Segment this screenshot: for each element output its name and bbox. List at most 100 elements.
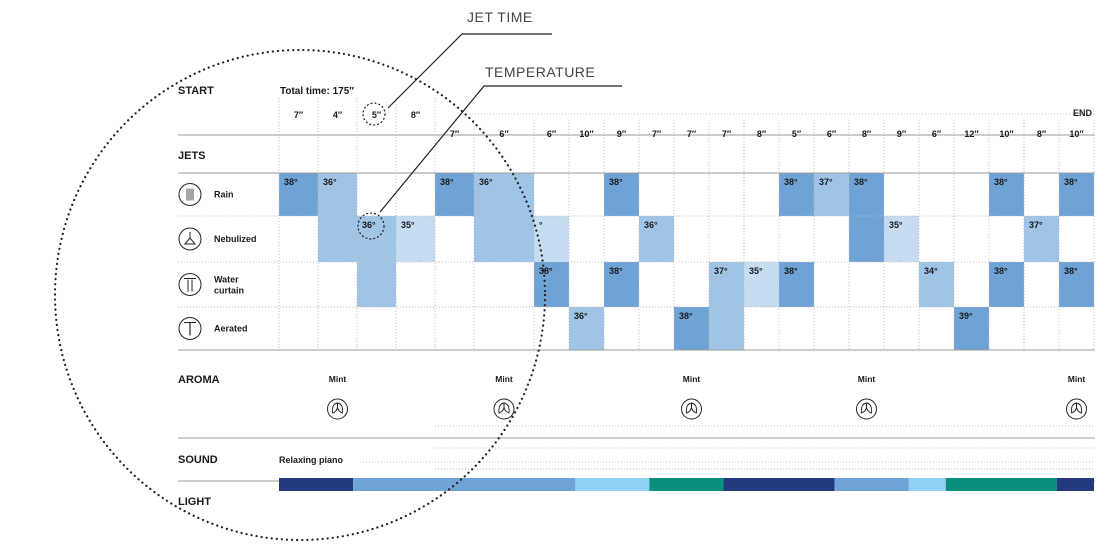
temperature-highlight xyxy=(357,212,385,240)
jet-cell-temperature: 37° xyxy=(1029,220,1043,230)
light-segment xyxy=(1056,478,1094,491)
jet-duration: 6″ xyxy=(547,129,557,139)
aroma-label: Mint xyxy=(329,374,347,384)
jet-cell-temperature: 34° xyxy=(924,266,938,276)
jet-cell-temperature: 35° xyxy=(749,266,763,276)
aerated-shower-icon xyxy=(178,317,202,340)
jet-duration: 8″ xyxy=(757,129,767,139)
jet-cell-temperature: 38° xyxy=(994,177,1008,187)
jet-label: Nebulized xyxy=(214,234,257,244)
jet-cell xyxy=(849,173,884,216)
jet-cell-temperature: 38° xyxy=(284,177,298,187)
jet-cell xyxy=(779,173,814,216)
aroma-label: Mint xyxy=(495,374,513,384)
jet-duration: 8″ xyxy=(1037,129,1047,139)
jet-durations: 7″ 4″ 5″ 8″ 7″ 6″ 6″ 10″ 9″ 7″ 7″ 7″ 8″ 5″ 6″ 8″ 9″ 6″ 12″… xyxy=(294,110,1085,139)
jet-time-highlight xyxy=(362,102,386,126)
jet-cell-temperature: 38° xyxy=(994,266,1008,276)
aroma-label: AROMA xyxy=(178,374,220,386)
jet-cell-temperature: 38° xyxy=(609,266,623,276)
jet-duration: 4″ xyxy=(333,110,343,120)
sound-label: SOUND xyxy=(178,454,218,466)
jet-duration: 6″ xyxy=(827,129,837,139)
leaf-shape xyxy=(336,402,344,414)
jet-cell-temperature: 38° xyxy=(609,177,623,187)
water-curtain-icon xyxy=(178,273,202,296)
jet-cell xyxy=(709,307,744,350)
leaf-shape xyxy=(690,402,698,414)
nebulized-shower-icon xyxy=(178,227,202,251)
jet-duration: 6″ xyxy=(499,129,509,139)
light-segment xyxy=(353,478,576,491)
jet-cell-temperature: 38° xyxy=(440,177,454,187)
jet-duration: 7″ xyxy=(722,129,732,139)
jet-duration: 7″ xyxy=(450,129,460,139)
jet-cell-temperature: 38° xyxy=(1064,266,1078,276)
start-label: START xyxy=(178,85,214,97)
light-segment xyxy=(279,478,354,491)
jet-cell-temperature: 36° xyxy=(362,220,376,230)
sound-value: Relaxing piano xyxy=(279,455,344,465)
jet-duration: 8″ xyxy=(411,110,421,120)
jet-cell xyxy=(989,262,1024,307)
jet-cell-temperature: 38° xyxy=(784,177,798,187)
light-segment xyxy=(649,478,724,491)
jet-cell xyxy=(604,173,639,216)
jet-duration: 7″ xyxy=(652,129,662,139)
jet-cell xyxy=(396,216,435,262)
jet-cell xyxy=(779,262,814,307)
jet-cell xyxy=(1059,262,1094,307)
jet-label: Rain xyxy=(214,190,234,200)
jet-cell-temperature: ° xyxy=(539,220,543,230)
mint-leaf-icon xyxy=(1066,398,1087,420)
jet-icon-ring xyxy=(178,227,202,251)
jet-icon-ring xyxy=(178,183,202,206)
jet-cell xyxy=(357,262,396,307)
light-bar xyxy=(279,478,1094,491)
jet-cell-temperature: 36° xyxy=(323,177,337,187)
jet-cell-temperature: 36° xyxy=(479,177,493,187)
jet-duration: 5″ xyxy=(792,129,802,139)
leaf-shape xyxy=(1075,402,1083,414)
jet-duration: 7″ xyxy=(294,110,304,120)
aroma-icon-ring xyxy=(681,398,702,420)
jet-duration: 7″ xyxy=(687,129,697,139)
magnifier-circle xyxy=(53,48,547,542)
jet-cell xyxy=(435,173,474,216)
light-segment xyxy=(575,478,650,491)
mint-leaf-icon xyxy=(493,398,515,420)
jet-cell xyxy=(1059,173,1094,216)
jet-cell xyxy=(318,216,357,262)
aroma-icon-ring xyxy=(327,398,348,420)
jet-cell xyxy=(919,262,954,307)
jet-duration: 10″ xyxy=(999,129,1014,139)
light-label: LIGHT xyxy=(178,496,211,508)
jet-cell-temperature: 36° xyxy=(574,311,588,321)
jet-duration: 8″ xyxy=(862,129,872,139)
jet-icon-ring xyxy=(178,273,202,296)
mint-leaf-icon xyxy=(327,398,348,420)
jet-duration: 9″ xyxy=(617,129,627,139)
jet-cell-temperature: 37° xyxy=(819,177,833,187)
aroma-label: Mint xyxy=(683,374,701,384)
jet-cells-layer: 38° 36° 38° 36° 38° 38° 37° 38° 38° 38° 36° 35° ° 36°… xyxy=(279,173,1094,350)
jet-icon-stroke xyxy=(183,237,197,245)
jet-cell xyxy=(814,173,849,216)
jet-cell-temperature: 36° xyxy=(644,220,658,230)
jet-duration: 9″ xyxy=(897,129,907,139)
jet-time-leader-line xyxy=(387,33,552,109)
light-segment xyxy=(945,478,1057,491)
jet-cell xyxy=(639,216,674,262)
jet-cell xyxy=(534,216,569,262)
jet-cell xyxy=(849,216,884,262)
aroma-icon-ring xyxy=(856,398,877,420)
jet-cell xyxy=(279,173,318,216)
aroma-label: Mint xyxy=(858,374,876,384)
jet-cell-temperature: 38° xyxy=(1064,177,1078,187)
jet-cell xyxy=(989,173,1024,216)
jet-label: Aerated xyxy=(214,324,248,334)
light-segment xyxy=(908,478,946,491)
aroma-icon-ring xyxy=(1066,398,1087,420)
